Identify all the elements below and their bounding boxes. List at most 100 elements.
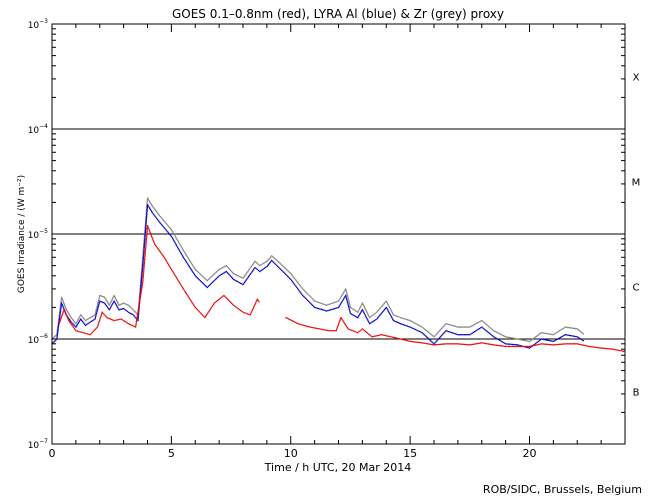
data-point	[144, 257, 146, 259]
data-point	[559, 336, 562, 339]
data-point	[343, 297, 345, 299]
x-axis-label: Time / h UTC, 20 Mar 2014	[264, 461, 412, 474]
data-point	[422, 327, 424, 329]
data-point	[287, 275, 289, 278]
data-point	[140, 292, 142, 294]
data-point	[580, 338, 582, 340]
data-point	[599, 347, 601, 349]
data-point	[459, 334, 462, 336]
data-point	[402, 317, 404, 320]
data-point	[342, 293, 344, 295]
data-point	[119, 308, 121, 311]
data-point	[141, 270, 143, 272]
data-point	[338, 322, 340, 324]
data-point	[163, 220, 165, 222]
data-point	[168, 233, 171, 235]
data-point	[313, 327, 315, 329]
data-point	[151, 236, 153, 239]
data-point	[235, 306, 237, 308]
series-808080	[51, 197, 585, 343]
data-point	[410, 340, 413, 343]
data-point	[343, 321, 345, 323]
data-point	[60, 303, 63, 306]
data-point	[119, 318, 121, 321]
data-point	[392, 312, 394, 315]
data-point	[164, 228, 166, 230]
data-point	[105, 298, 107, 301]
data-point	[243, 282, 245, 285]
data-point	[367, 320, 369, 322]
data-point	[338, 320, 341, 323]
data-point	[157, 219, 159, 221]
data-point	[255, 261, 257, 263]
data-point	[365, 309, 367, 312]
data-point	[136, 313, 138, 315]
data-point	[187, 295, 189, 297]
data-point	[413, 341, 415, 343]
data-point	[199, 280, 201, 282]
data-point	[299, 285, 301, 287]
data-point	[124, 320, 126, 323]
data-point	[146, 209, 148, 211]
data-point	[339, 318, 342, 320]
data-point	[251, 264, 254, 266]
data-point	[422, 342, 425, 344]
data-point	[228, 267, 230, 270]
data-point	[327, 304, 329, 306]
flare-class-label: X	[633, 73, 640, 84]
data-point	[617, 349, 620, 351]
data-point	[428, 343, 430, 345]
data-point	[402, 324, 404, 326]
data-point	[213, 280, 215, 282]
data-point	[443, 325, 445, 327]
data-point	[80, 319, 83, 321]
data-point	[165, 222, 167, 224]
data-point	[340, 316, 342, 319]
data-point	[145, 220, 147, 223]
data-point	[620, 350, 622, 352]
data-point	[174, 241, 176, 244]
data-point	[520, 345, 523, 348]
data-point	[62, 310, 65, 312]
data-point	[143, 251, 145, 253]
data-point	[229, 274, 231, 277]
data-point	[61, 299, 64, 301]
data-point	[390, 316, 393, 318]
data-point	[177, 248, 180, 250]
data-series	[51, 197, 625, 352]
data-point	[184, 252, 186, 254]
data-point	[397, 322, 399, 324]
data-point	[248, 313, 250, 315]
data-point	[133, 325, 136, 328]
data-point	[107, 308, 110, 310]
data-point	[111, 299, 113, 301]
data-point	[205, 314, 208, 316]
data-point	[209, 277, 211, 279]
data-point	[166, 223, 168, 225]
data-point	[140, 270, 143, 273]
data-point	[398, 316, 400, 318]
data-point	[167, 262, 169, 265]
data-point	[105, 300, 108, 302]
data-point	[253, 305, 256, 307]
data-point	[252, 269, 255, 271]
data-point	[142, 278, 144, 280]
data-point	[250, 312, 252, 315]
data-point	[210, 276, 212, 278]
data-point	[131, 308, 133, 310]
data-point	[519, 345, 521, 348]
data-point	[110, 300, 112, 303]
data-point	[136, 319, 138, 321]
data-point	[114, 302, 117, 305]
data-point	[258, 264, 260, 266]
data-point	[93, 319, 95, 321]
data-point	[434, 335, 436, 337]
data-point	[563, 327, 565, 329]
data-point	[316, 307, 318, 309]
data-point	[485, 329, 487, 332]
data-point	[339, 298, 341, 300]
data-point	[417, 330, 419, 332]
data-point	[101, 301, 103, 303]
data-point	[509, 343, 511, 345]
data-point	[303, 295, 305, 298]
